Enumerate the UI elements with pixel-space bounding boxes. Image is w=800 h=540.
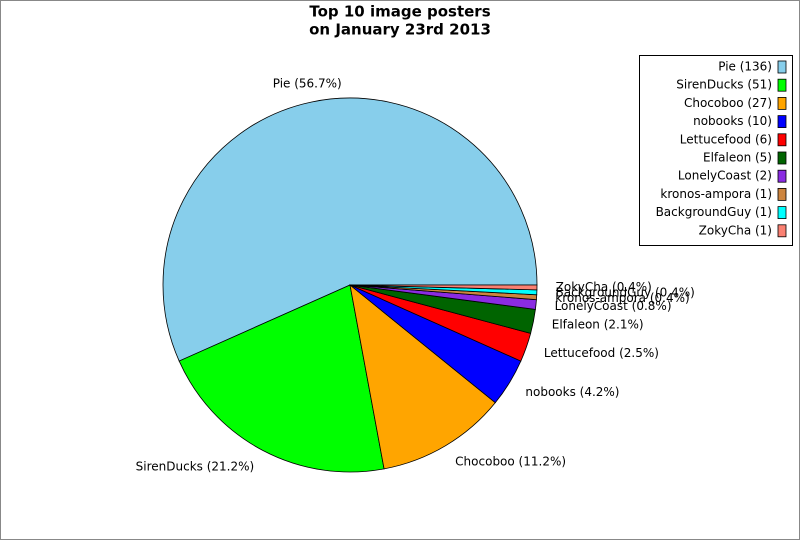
legend-swatch [777,169,787,183]
legend-label: nobooks (10) [693,114,772,128]
legend-label: SirenDucks (51) [676,78,772,92]
legend-swatch [777,133,787,147]
legend-swatch [777,78,787,92]
slice-label: ZokyCha (0.4%) [556,280,652,294]
legend-box [639,55,793,246]
pie-slice [349,284,496,470]
legend-label: BackgroundGuy (1) [656,205,772,219]
legend-label: Elfaleon (5) [703,151,772,165]
legend-swatch [777,60,787,74]
slice-label: LonelyCoast (0.8%) [555,299,672,313]
slice-label: BackgroundGuy (0.4%) [556,286,695,300]
slice-label: Pie (56.7%) [273,76,342,90]
legend-label: LonelyCoast (2) [678,169,772,183]
chart-title: Top 10 image posters [309,3,490,21]
chart-subtitle: on January 23rd 2013 [309,21,491,39]
pie-slice [162,97,538,362]
slice-label: kronos-ampora (0.4%) [555,291,689,305]
pie-slice [349,284,538,291]
legend-label: kronos-ampora (1) [660,187,772,201]
legend-label: ZokyCha (1) [699,223,772,237]
legend-label: Pie (136) [718,60,772,74]
slice-label: nobooks (4.2%) [525,385,619,399]
slice-label: Elfaleon (2.1%) [552,318,644,332]
legend-swatch [777,97,787,110]
slice-label: Lettucefood (2.5%) [544,346,659,360]
slice-label: Chocoboo (11.2%) [455,454,566,468]
legend-label: Lettucefood (6) [680,132,772,146]
legend-swatch [777,224,787,238]
legend-swatch [777,206,787,220]
legend-swatch [777,115,787,128]
legend-swatch [777,151,787,165]
slice-label: SirenDucks (21.2%) [136,460,255,474]
legend-label: Chocoboo (27) [684,96,772,110]
legend-swatch [777,187,787,201]
pie-slice [178,284,385,473]
